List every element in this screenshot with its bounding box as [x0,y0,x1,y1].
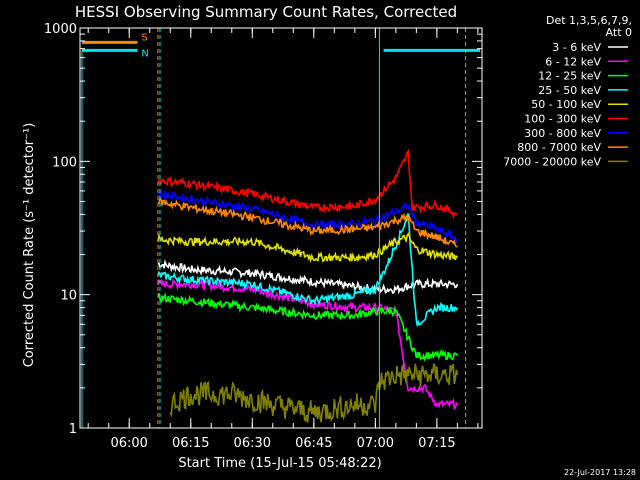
x-tick-label: 07:15 [418,436,455,451]
legend-entry-label: 100 - 300 keV [524,113,601,126]
legend-entry-label: 12 - 25 keV [538,70,601,83]
series-line-25-50-kev [157,213,459,327]
x-axis-label: Start Time (15-Jul-15 05:48:22) [178,456,381,471]
series-line-12-25-kev [157,292,459,363]
series-line-50-100-kev [157,232,458,264]
flag-label-s: S [141,32,147,43]
legend-header: Det 1,3,5,6,7,9, [546,14,632,27]
legend-entry-label: 300 - 800 keV [524,127,601,140]
legend-entry-label: 3 - 6 keV [552,41,601,54]
y-axis-label: Corrected Count Rate (s⁻¹ detector⁻¹) [22,123,37,368]
legend-entry-label: 25 - 50 keV [538,84,601,97]
axes: 1 10 100 1000 06:00 06:15 06:30 06:45 07:00 07:15 [44,22,483,451]
legend-entry-label: 800 - 7000 keV [517,141,601,154]
series-line-800-7000-kev [157,196,458,248]
y-tick-label: 1000 [44,22,77,37]
x-tick-label: 06:45 [295,436,332,451]
legend-entry-label: 7000 - 20000 keV [503,155,601,168]
legend-header: Att 0 [606,26,632,39]
legend-entry-label: 50 - 100 keV [531,98,601,111]
legend-entry-label: 6 - 12 keV [545,55,601,68]
series-line-6-12-kev [157,278,458,410]
series-line-100-300-kev [157,148,458,220]
series-line-3-6-kev [157,259,459,295]
plot-area: SN [81,28,480,428]
y-tick-label: 1 [69,422,77,437]
flag-label-n: N [141,48,148,59]
x-tick-label: 06:30 [234,436,271,451]
x-tick-label: 07:00 [357,436,394,451]
x-tick-label: 06:00 [110,436,147,451]
x-tick-label: 06:15 [172,436,209,451]
series-line-7000-20000-kev [169,362,459,423]
timestamp: 22-Jul-2017 13:28 [564,468,636,477]
chart-title: HESSI Observing Summary Count Rates, Cor… [75,3,457,21]
y-tick-label: 10 [60,289,77,304]
y-tick-label: 100 [52,155,77,170]
series-line-300-800-kev [157,189,459,243]
plot-frame [79,27,483,429]
